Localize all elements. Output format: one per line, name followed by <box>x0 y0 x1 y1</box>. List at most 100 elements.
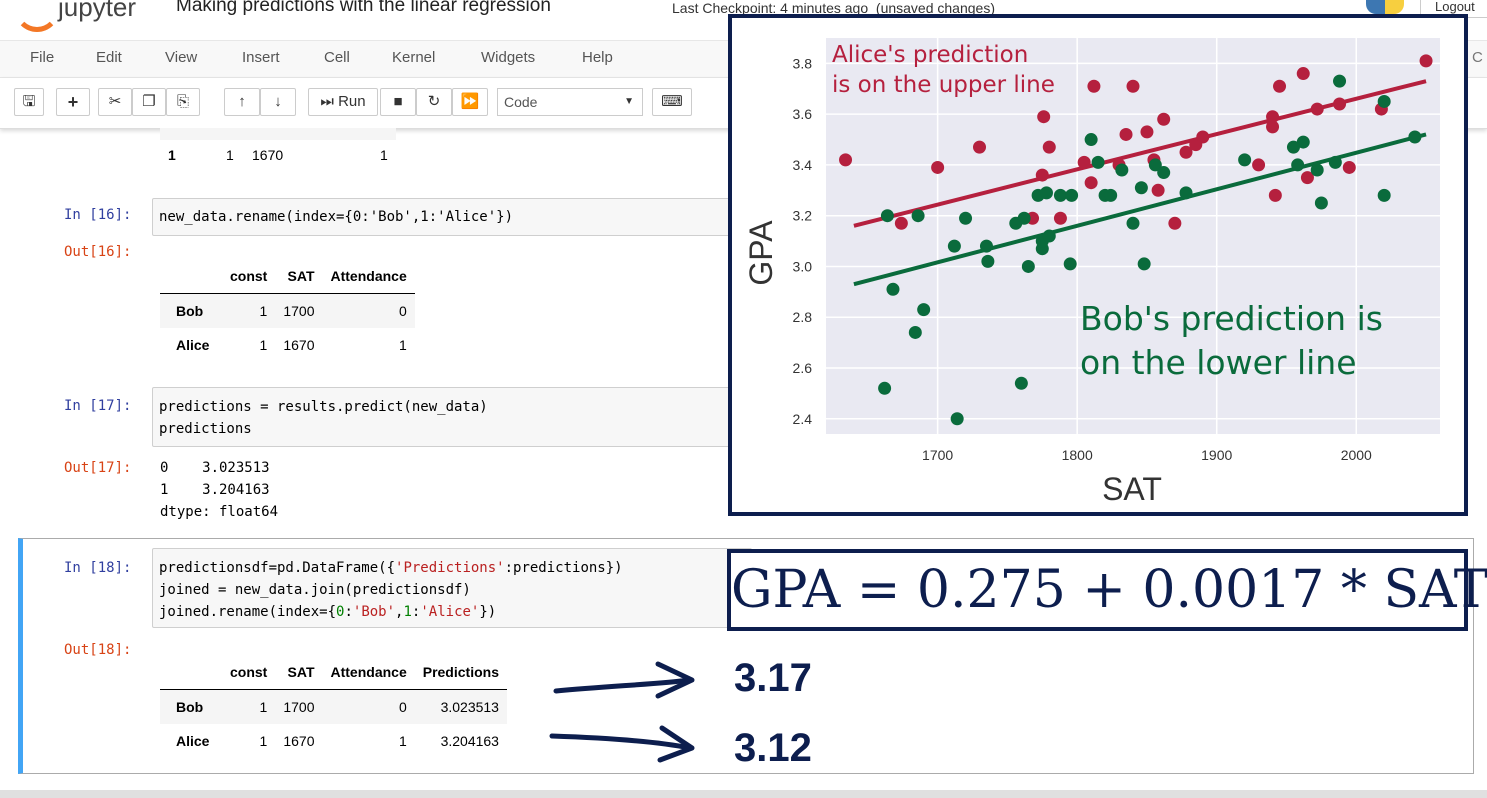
table-header: Attendance <box>322 655 415 690</box>
cell-type-select[interactable]: Code ▼ <box>497 88 643 116</box>
code-line: predictionsdf=pd.DataFrame({'Predictions… <box>159 560 623 576</box>
data-point <box>1377 188 1391 202</box>
row-index: Alice <box>176 733 210 749</box>
command-palette-button[interactable]: ⌨ <box>652 88 692 116</box>
bob-note-line: Bob's prediction is <box>1080 299 1383 338</box>
data-point <box>1328 155 1342 169</box>
output-line: 0 3.023513 <box>160 460 270 476</box>
data-point <box>1196 130 1210 144</box>
data-point <box>1104 188 1118 202</box>
menu-view[interactable]: View <box>165 49 198 66</box>
code-line-string: 'Alice' <box>420 604 480 620</box>
data-point <box>947 239 961 253</box>
table-cell: 1 <box>259 733 268 749</box>
data-point <box>973 140 986 154</box>
table-cell: 1 <box>259 303 268 319</box>
data-point <box>981 254 995 268</box>
code-line-number: 1 <box>403 604 412 620</box>
arrowhead-icon <box>657 725 695 763</box>
selected-cell[interactable] <box>18 538 1474 774</box>
data-point <box>1333 74 1347 88</box>
menu-kernel[interactable]: Kernel <box>392 49 436 66</box>
row-const: 1 <box>226 147 234 163</box>
trend-line <box>853 79 1427 228</box>
checkpoint-status: Last Checkpoint: 4 minutes ago (unsaved … <box>672 0 995 16</box>
move-up-button[interactable]: ↑ <box>224 88 260 116</box>
data-point <box>1140 125 1154 139</box>
data-point <box>1035 168 1049 182</box>
menu-file[interactable]: File <box>30 49 55 66</box>
paste-button[interactable]: ⎘ <box>166 88 200 116</box>
interrupt-button[interactable]: ■ <box>380 88 416 116</box>
y-tick-label: 2.8 <box>793 309 813 325</box>
restart-button[interactable]: ↻ <box>416 88 452 116</box>
table-cell: 0 <box>398 699 407 715</box>
run-button[interactable]: ⏭ Run <box>308 88 378 116</box>
x-tick-label: 2000 <box>1341 447 1372 463</box>
data-points <box>839 54 1433 426</box>
row-sat: 1670 <box>252 147 284 163</box>
table-cell: 3.204163 <box>440 733 499 749</box>
data-point <box>1408 130 1422 144</box>
table-header: SAT <box>275 655 323 690</box>
bob-note-line: on the lower line <box>1080 343 1357 382</box>
x-tick-label: 1700 <box>922 447 953 463</box>
dataframe-table: const SAT Attendance Bob 1 1700 0 Alice … <box>160 259 415 362</box>
table-header: const <box>222 259 276 294</box>
row-attendance: 1 <box>380 147 388 163</box>
dataframe-table: const SAT Attendance Predictions Bob 1 1… <box>160 655 507 758</box>
insert-cell-button[interactable]: + <box>56 88 90 116</box>
data-point <box>1077 155 1091 169</box>
cut-button[interactable]: ✂ <box>98 88 132 116</box>
brand-name[interactable]: jupyter <box>58 0 137 22</box>
notebook-title[interactable]: Making predictions with the linear regre… <box>176 0 551 17</box>
data-point <box>911 209 925 223</box>
plus-icon: + <box>67 92 79 112</box>
arrows-overlay <box>549 661 695 763</box>
output-prompt: Out[16]: <box>64 244 132 260</box>
jupyter-logo-icon[interactable] <box>14 0 60 32</box>
code-line: predictions = results.predict(new_data) <box>159 399 488 415</box>
restart-run-all-button[interactable]: ⏩ <box>452 88 488 116</box>
data-point <box>894 216 908 230</box>
y-tick-label: 2.4 <box>793 411 813 427</box>
data-point <box>839 153 853 167</box>
data-point <box>1042 140 1056 154</box>
move-down-button[interactable]: ↓ <box>260 88 296 116</box>
menu-edit[interactable]: Edit <box>96 49 122 66</box>
menu-cell[interactable]: Cell <box>324 49 350 66</box>
save-button[interactable]: 🖫 <box>14 88 44 116</box>
data-point <box>1300 171 1314 185</box>
y-tick-label: 3.6 <box>793 106 813 122</box>
table-cell: 1 <box>259 337 268 353</box>
regression-equation-box: GPA = 0.275 + 0.0017 * SAT <box>727 549 1487 631</box>
copy-button[interactable]: ❐ <box>132 88 166 116</box>
table-cell: 3.023513 <box>440 699 499 715</box>
alice-predicted-value: 3.12 <box>734 726 812 770</box>
code-input[interactable]: new_data.rename(index={0:'Bob',1:'Alice'… <box>152 198 752 236</box>
code-line: joined = new_data.join(predictionsdf) <box>159 582 471 598</box>
table-header: Predictions <box>414 655 507 690</box>
bottom-scroll-area <box>0 790 1487 798</box>
menu-help[interactable]: Help <box>582 49 613 66</box>
notebook-title-text[interactable]: Making predictions with the linear regre… <box>176 0 551 16</box>
y-tick-label: 2.6 <box>793 360 813 376</box>
menu-widgets[interactable]: Widgets <box>481 49 536 66</box>
arrowhead-icon <box>655 661 695 699</box>
arrow-icon <box>549 733 693 751</box>
output-line: 1 3.204163 <box>160 482 270 498</box>
code-input[interactable]: predictions = results.predict(new_data) p… <box>152 387 752 447</box>
menu-insert[interactable]: Insert <box>242 49 280 66</box>
table-header <box>160 259 222 294</box>
table-cell: 1670 <box>283 337 315 353</box>
arrow-up-icon: ↑ <box>238 93 246 110</box>
code-line: joined.rename(index={0:'Bob',1:'Alice'}) <box>159 604 497 620</box>
data-point <box>1296 67 1310 81</box>
data-point <box>1286 140 1300 154</box>
fast-forward-icon: ⏩ <box>460 93 480 110</box>
table-header: Attendance <box>322 259 415 294</box>
data-point <box>1157 112 1171 126</box>
y-tick-label: 3.4 <box>793 157 813 173</box>
data-point <box>1087 79 1101 93</box>
code-input[interactable]: predictionsdf=pd.DataFrame({'Predictions… <box>152 548 752 628</box>
